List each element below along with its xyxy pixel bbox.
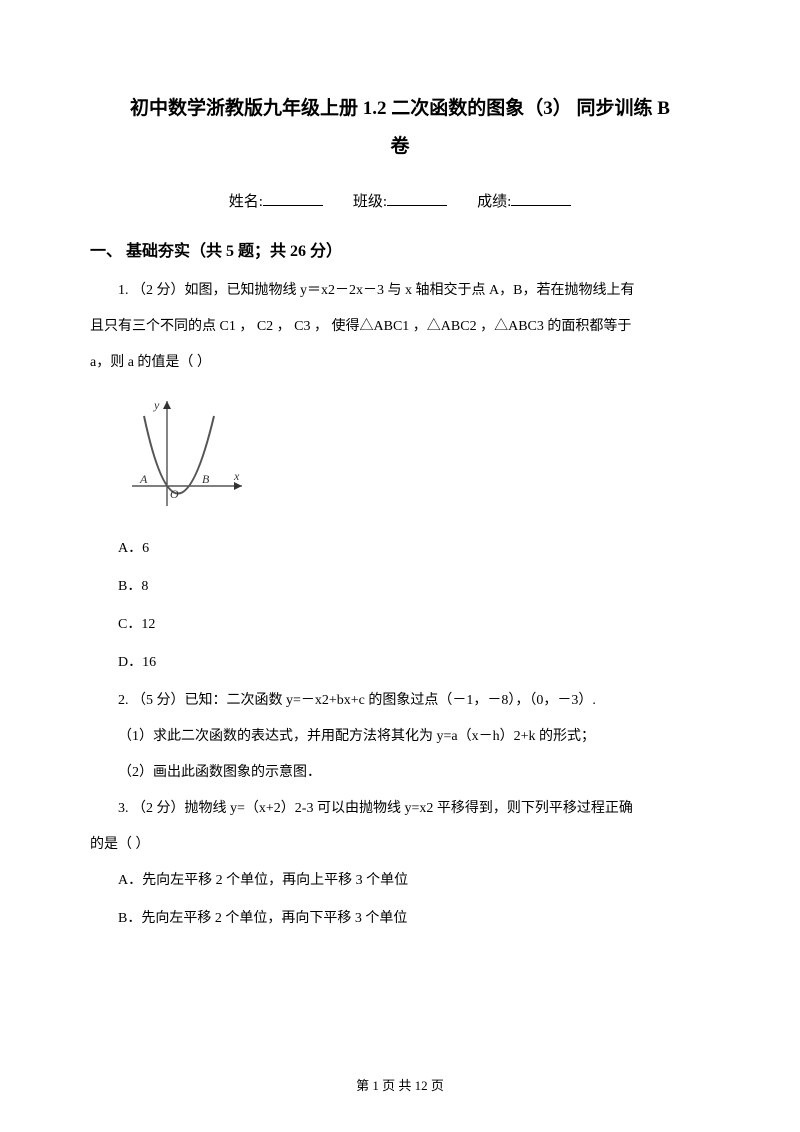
label-O: O: [170, 487, 179, 501]
label-x: x: [233, 469, 240, 483]
q3-stem-b: 的是（ ）: [90, 831, 710, 859]
label-B: B: [202, 472, 210, 486]
q3-opt-a: A．先向左平移 2 个单位，再向上平移 3 个单位: [90, 867, 710, 895]
q2-sub1: （1）求此二次函数的表达式，并用配方法将其化为 y=a（x－h）2+k 的形式；: [90, 723, 710, 751]
class-blank: [387, 192, 447, 206]
score-label: 成绩:: [477, 194, 511, 210]
name-blank: [263, 192, 323, 206]
page-footer: 第 1 页 共 12 页: [0, 1075, 800, 1094]
q3-opt-b: B．先向左平移 2 个单位，再向下平移 3 个单位: [90, 905, 710, 933]
q1-figure: A B O x y: [122, 391, 710, 521]
doc-title-line2: 卷: [90, 128, 710, 166]
q1-stem-a: 1. （2 分）如图，已知抛物线 y＝x2－2x－3 与 x 轴相交于点 A，B…: [90, 277, 710, 305]
q2-sub2: （2）画出此函数图象的示意图．: [90, 759, 710, 787]
q1-stem-c: a，则 a 的值是（ ）: [90, 349, 710, 377]
info-row: 姓名: 班级: 成绩:: [90, 190, 710, 211]
footer-pre: 第: [356, 1078, 372, 1093]
class-label: 班级:: [353, 194, 387, 210]
y-arrow-icon: [163, 401, 171, 409]
q1-opt-b: B．8: [90, 573, 710, 601]
label-A: A: [139, 472, 148, 486]
q1-opt-d: D．16: [90, 649, 710, 677]
q2-stem: 2. （5 分）已知：二次函数 y=－x2+bx+c 的图象过点（－1，－8），…: [90, 687, 710, 715]
label-y: y: [153, 398, 160, 412]
footer-total: 12: [415, 1078, 428, 1093]
name-label: 姓名:: [229, 194, 263, 210]
section-heading: 一、 基础夯实（共 5 题；共 26 分）: [90, 237, 710, 261]
footer-post: 页: [428, 1078, 444, 1093]
q3-stem-a: 3. （2 分）抛物线 y=（x+2）2-3 可以由抛物线 y=x2 平移得到，…: [90, 795, 710, 823]
doc-title-line1: 初中数学浙教版九年级上册 1.2 二次函数的图象（3） 同步训练 B: [90, 90, 710, 128]
footer-mid: 页 共: [379, 1078, 415, 1093]
q1-opt-c: C．12: [90, 611, 710, 639]
q1-stem-b: 且只有三个不同的点 C1 ， C2 ， C3 ， 使得△ABC1 ，△ABC2 …: [90, 313, 710, 341]
x-arrow-icon: [234, 482, 242, 490]
q1-opt-a: A．6: [90, 535, 710, 563]
score-blank: [511, 192, 571, 206]
